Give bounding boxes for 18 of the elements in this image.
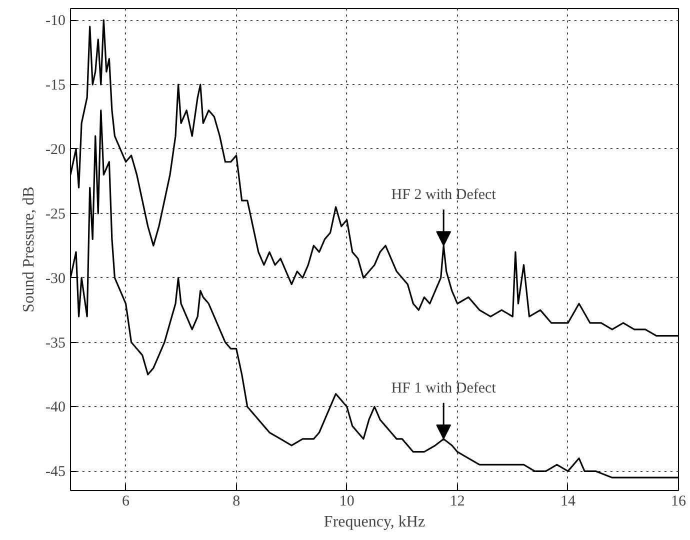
y-tick-label: -40 xyxy=(46,400,66,416)
y-tick-label: -20 xyxy=(46,142,66,158)
y-tick-label: -25 xyxy=(46,206,66,222)
y-tick-label: -30 xyxy=(46,270,66,287)
x-tick-label: 12 xyxy=(450,494,465,510)
annotation: HF 2 with Defect xyxy=(391,187,497,204)
y-axis-title: Sound Pressure, dB xyxy=(20,186,38,312)
x-tick-label: 10 xyxy=(339,494,354,510)
x-axis-title: Frequency, kHz xyxy=(324,514,426,530)
y-tick-label: -35 xyxy=(46,335,66,352)
y-tick-label: -45 xyxy=(46,464,66,480)
x-tick-label: 6 xyxy=(122,494,130,510)
y-tick-label: -10 xyxy=(46,13,66,30)
x-tick-label: 16 xyxy=(671,494,686,510)
x-tick-label: 8 xyxy=(232,494,240,510)
y-tick-label: -15 xyxy=(46,78,66,94)
x-tick-label: 14 xyxy=(560,494,576,510)
annotation: HF 1 with Defect xyxy=(391,380,497,396)
